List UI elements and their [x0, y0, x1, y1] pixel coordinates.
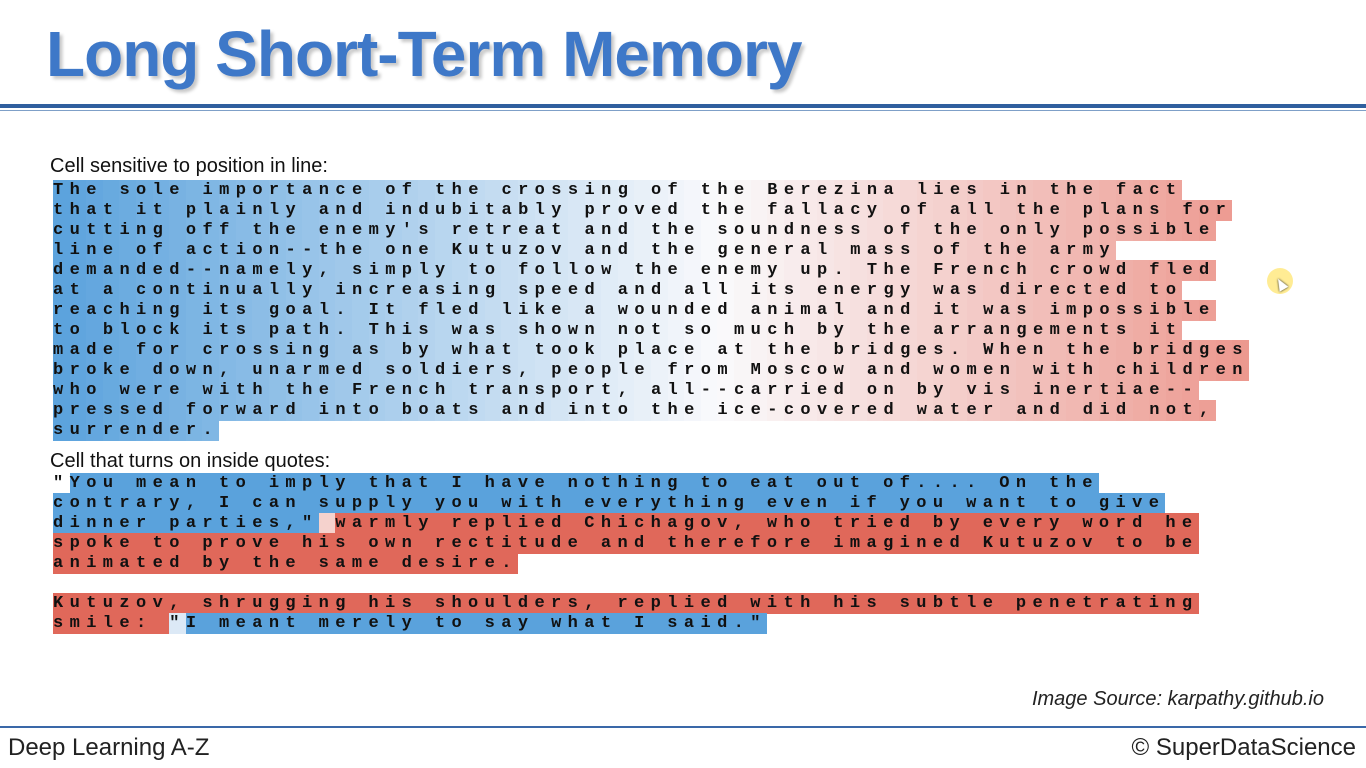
course-name: Deep Learning A-Z — [8, 734, 210, 761]
heatmap-line: broke down, unarmed soldiers, people fro… — [53, 360, 1249, 381]
heatmap-segment: dinner parties," — [53, 513, 319, 534]
copyright-notice: © SuperDataScience — [1131, 734, 1356, 761]
heatmap-line: contrary, I can supply you with everythi… — [53, 493, 1199, 514]
heatmap-line: pressed forward into boats and into the … — [53, 400, 1216, 421]
heatmap-segment: You mean to imply that I have nothing to… — [69, 473, 1099, 494]
heatmap-line: who were with the French transport, all-… — [53, 380, 1200, 401]
heatmap-line: "You mean to imply that I have nothing t… — [53, 473, 1199, 494]
heatmap-line: Kutuzov, shrugging his shoulders, replie… — [53, 593, 1199, 614]
heatmap-line: The sole importance of the crossing of t… — [53, 180, 1183, 201]
heatmap-segment: contrary, I can supply you with everythi… — [53, 493, 1166, 514]
heatmap-segment: " — [169, 613, 186, 634]
heatmap-segment: animated by the same desire. — [53, 553, 518, 574]
heatmap-segment: spoke to prove his own rectitude and the… — [53, 533, 1199, 554]
title-divider — [0, 104, 1366, 108]
heatmap-line: dinner parties," warmly replied Chichago… — [53, 513, 1199, 534]
heatmap-segment: Kutuzov, shrugging his shoulders, replie… — [53, 593, 1199, 614]
heatmap-line: demanded--namely, simply to follow the e… — [53, 260, 1216, 281]
heatmap-line: to block its path. This was shown not so… — [53, 320, 1183, 341]
section-label-position: Cell sensitive to position in line: — [50, 155, 328, 177]
heatmap-line: animated by the same desire. — [53, 553, 1199, 574]
heatmap-line: smile: "I meant merely to say what I sai… — [53, 613, 1199, 634]
position-cell-text-block: The sole importance of the crossing of t… — [53, 180, 1249, 441]
section-label-quotes: Cell that turns on inside quotes: — [50, 450, 331, 472]
heatmap-line: surrender. — [53, 420, 220, 441]
cursor-highlight — [1267, 268, 1293, 294]
heatmap-segment: I meant merely to say what I said." — [185, 613, 767, 634]
heatmap-line — [53, 574, 1199, 594]
heatmap-segment: smile: — [53, 613, 170, 634]
heatmap-line: that it plainly and indubitably proved t… — [53, 200, 1233, 221]
heatmap-line: line of action--the one Kutuzov and the … — [53, 240, 1116, 261]
slide-title: Long Short-Term Memory — [46, 18, 802, 90]
heatmap-segment — [318, 513, 336, 534]
heatmap-line: made for crossing as by what took place … — [53, 340, 1249, 361]
heatmap-segment: warmly replied Chichagov, who tried by e… — [335, 513, 1199, 534]
heatmap-line: cutting off the enemy's retreat and the … — [53, 220, 1216, 241]
title-divider-thin — [0, 110, 1366, 111]
heatmap-segment: " — [53, 473, 70, 494]
heatmap-line: reaching its goal. It fled like a wounde… — [53, 300, 1216, 321]
quote-cell-text-block: "You mean to imply that I have nothing t… — [53, 473, 1199, 634]
heatmap-line: at a continually increasing speed and al… — [53, 280, 1183, 301]
image-source-caption: Image Source: karpathy.github.io — [1031, 688, 1324, 710]
footer-divider — [0, 726, 1366, 728]
heatmap-line: spoke to prove his own rectitude and the… — [53, 533, 1199, 554]
